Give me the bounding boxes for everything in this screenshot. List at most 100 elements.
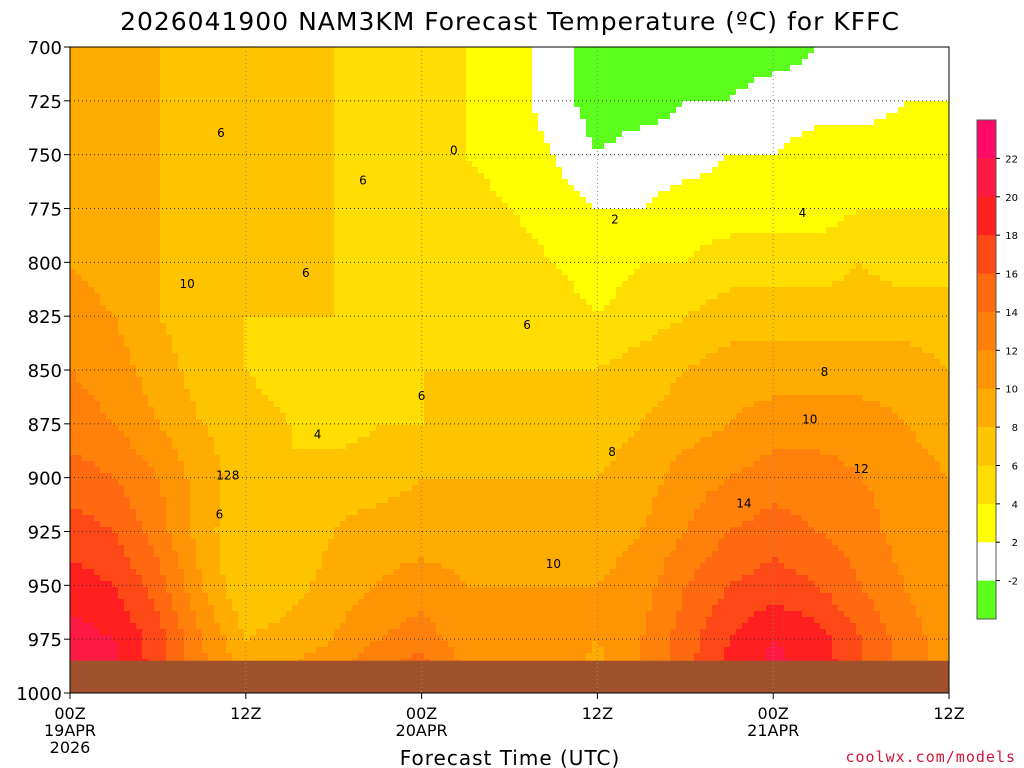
temperature-cell	[220, 287, 227, 294]
temperature-cell	[76, 605, 83, 612]
temperature-cell	[94, 287, 101, 294]
temperature-cell	[322, 95, 329, 102]
temperature-cell	[184, 173, 191, 180]
temperature-cell	[280, 341, 287, 348]
temperature-cell	[154, 347, 161, 354]
temperature-cell	[280, 113, 287, 120]
temperature-cell	[268, 581, 275, 588]
temperature-cell	[148, 317, 155, 324]
temperature-cell	[154, 563, 161, 570]
temperature-cell	[154, 101, 161, 108]
temperature-cell	[70, 125, 77, 132]
temperature-cell	[232, 245, 239, 252]
temperature-cell	[274, 215, 281, 222]
temperature-cell	[124, 611, 131, 618]
temperature-cell	[100, 245, 107, 252]
temperature-cell	[274, 137, 281, 144]
temperature-cell	[256, 245, 263, 252]
temperature-cell	[286, 431, 293, 438]
temperature-cell	[202, 401, 209, 408]
temperature-cell	[274, 623, 281, 630]
temperature-cell	[214, 455, 221, 462]
temperature-cell	[76, 149, 83, 156]
temperature-cell	[340, 101, 347, 108]
temperature-cell	[70, 539, 77, 546]
temperature-cell	[232, 569, 239, 576]
temperature-cell	[316, 143, 323, 150]
temperature-cell	[274, 365, 281, 372]
temperature-cell	[220, 65, 227, 72]
temperature-cell	[220, 113, 227, 120]
temperature-cell	[196, 173, 203, 180]
temperature-cell	[238, 467, 245, 474]
temperature-cell	[172, 155, 179, 162]
temperature-cell	[136, 425, 143, 432]
temperature-cell	[76, 551, 83, 558]
temperature-cell	[322, 503, 329, 510]
temperature-cell	[274, 89, 281, 96]
temperature-cell	[238, 527, 245, 534]
temperature-cell	[106, 599, 113, 606]
temperature-cell	[172, 77, 179, 84]
temperature-cell	[214, 377, 221, 384]
temperature-cell	[316, 125, 323, 132]
temperature-cell	[106, 329, 113, 336]
temperature-cell	[268, 77, 275, 84]
temperature-cell	[88, 305, 95, 312]
temperature-cell	[214, 263, 221, 270]
temperature-cell	[244, 245, 251, 252]
temperature-cell	[262, 203, 269, 210]
temperature-cell	[262, 335, 269, 342]
temperature-cell	[226, 233, 233, 240]
temperature-cell	[334, 431, 341, 438]
temperature-cell	[136, 413, 143, 420]
temperature-cell	[190, 101, 197, 108]
temperature-cell	[70, 221, 77, 228]
temperature-cell	[262, 329, 269, 336]
temperature-cell	[160, 365, 167, 372]
temperature-cell	[178, 335, 185, 342]
temperature-cell	[154, 389, 161, 396]
temperature-cell	[226, 383, 233, 390]
temperature-cell	[130, 89, 137, 96]
temperature-cell	[106, 311, 113, 318]
temperature-cell	[238, 353, 245, 360]
temperature-cell	[214, 233, 221, 240]
temperature-cell	[292, 257, 299, 264]
temperature-cell	[334, 515, 341, 522]
temperature-cell	[70, 341, 77, 348]
temperature-cell	[154, 329, 161, 336]
temperature-cell	[94, 149, 101, 156]
temperature-cell	[178, 491, 185, 498]
temperature-cell	[130, 287, 137, 294]
temperature-cell	[154, 449, 161, 456]
temperature-cell	[178, 101, 185, 108]
temperature-cell	[142, 533, 149, 540]
temperature-cell	[250, 551, 257, 558]
temperature-cell	[322, 119, 329, 126]
temperature-cell	[340, 575, 347, 582]
temperature-cell	[256, 611, 263, 618]
temperature-cell	[250, 647, 257, 654]
temperature-cell	[124, 317, 131, 324]
temperature-cell	[304, 371, 311, 378]
temperature-cell	[232, 167, 239, 174]
temperature-cell	[196, 269, 203, 276]
temperature-cell	[160, 467, 167, 474]
temperature-cell	[262, 485, 269, 492]
temperature-cell	[202, 311, 209, 318]
temperature-cell	[118, 389, 125, 396]
temperature-cell	[76, 641, 83, 648]
temperature-cell	[280, 245, 287, 252]
temperature-cell	[238, 647, 245, 654]
temperature-cell	[202, 323, 209, 330]
temperature-cell	[286, 647, 293, 654]
temperature-cell	[148, 443, 155, 450]
temperature-cell	[196, 359, 203, 366]
temperature-cell	[280, 323, 287, 330]
temperature-cell	[274, 161, 281, 168]
temperature-cell	[298, 533, 305, 540]
temperature-cell	[112, 71, 119, 78]
temperature-cell	[214, 311, 221, 318]
temperature-cell	[220, 605, 227, 612]
